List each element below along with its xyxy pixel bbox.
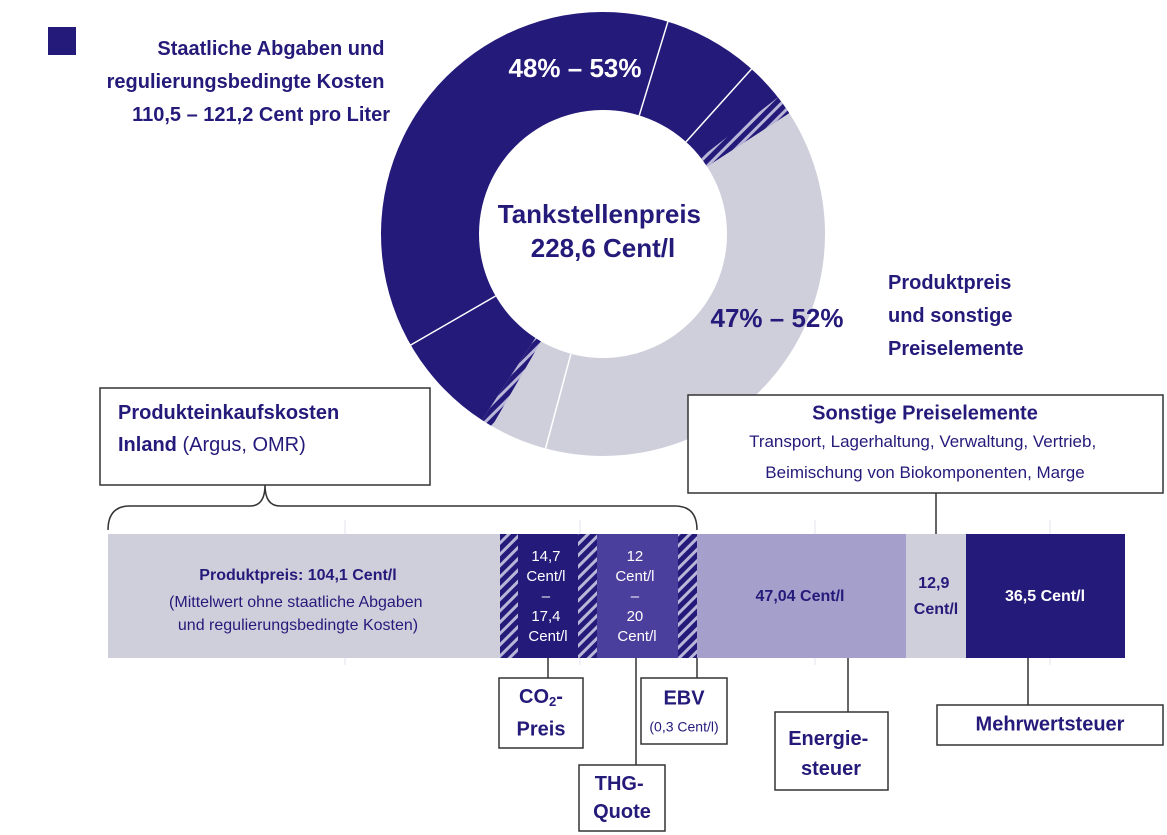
bar-hatch	[500, 534, 518, 658]
bracket	[107, 484, 698, 531]
energy-value: 47,04 Cent/l	[756, 588, 845, 605]
thg-box	[578, 764, 666, 832]
ebv-note: (0,3 Cent/l)	[649, 719, 718, 735]
donut-separator	[410, 295, 496, 346]
vat-label: Mehrwertsteuer	[976, 713, 1125, 735]
product-title: Produktpreis: 104,1 Cent/l	[199, 567, 396, 584]
ebv-label: EBV	[663, 687, 705, 709]
bar-product	[108, 534, 500, 658]
bar-energy	[697, 534, 906, 658]
bar-hatch	[678, 534, 697, 658]
energy-label: Energie- steuer	[788, 728, 874, 780]
vat-value: 36,5 Cent/l	[1005, 588, 1085, 605]
co2-label: Preis	[517, 718, 566, 740]
legend-text: Staatliche Abgaben und regulierungsbedin…	[107, 38, 391, 126]
other-text: Transport, Lagerhaltung, Verwaltung, Ver…	[749, 432, 1101, 482]
donut-hatch	[700, 97, 790, 167]
other-value: 12,9 Cent/l	[914, 575, 958, 618]
other-title: Sonstige Preiselemente	[812, 402, 1038, 424]
thg-label: THG- Quote	[593, 773, 651, 823]
co2-range: 14,7 Cent/l – 17,4 Cent/l	[526, 548, 569, 645]
bar-thg	[597, 534, 678, 658]
bar-hatch	[578, 534, 597, 658]
center-label: Tankstellenpreis 228,6 Cent/l	[498, 199, 709, 263]
donut-dark	[381, 12, 790, 421]
donut-separator	[685, 68, 753, 143]
product-note: (Mittelwert ohne staatliche Abgaben und …	[169, 594, 427, 634]
other-box	[687, 394, 1164, 494]
bar-vat	[966, 534, 1125, 658]
bar-other	[906, 534, 966, 658]
energy-box	[774, 711, 889, 791]
donut	[381, 12, 826, 457]
ebv-box	[640, 677, 728, 745]
purchase-text: Produkteinkaufskosten Inland (Argus, OMR…	[118, 402, 345, 456]
purchase-box	[99, 387, 431, 486]
co2-box	[498, 677, 584, 749]
light-share: 47% – 52%	[711, 303, 844, 333]
light-caption: Produktpreis und sonstige Preiselemente	[888, 272, 1024, 360]
bar-co2	[518, 534, 578, 658]
vat-box	[936, 704, 1164, 746]
legend-swatch	[48, 27, 76, 55]
donut-separator	[544, 353, 572, 449]
dark-share: 48% – 53%	[509, 53, 642, 83]
donut-hatch	[482, 337, 541, 427]
co2-label: CO2-	[519, 686, 563, 709]
thg-range: 12 Cent/l – 20 Cent/l	[615, 548, 658, 645]
donut-separator	[638, 21, 669, 116]
donut-light	[482, 113, 826, 457]
